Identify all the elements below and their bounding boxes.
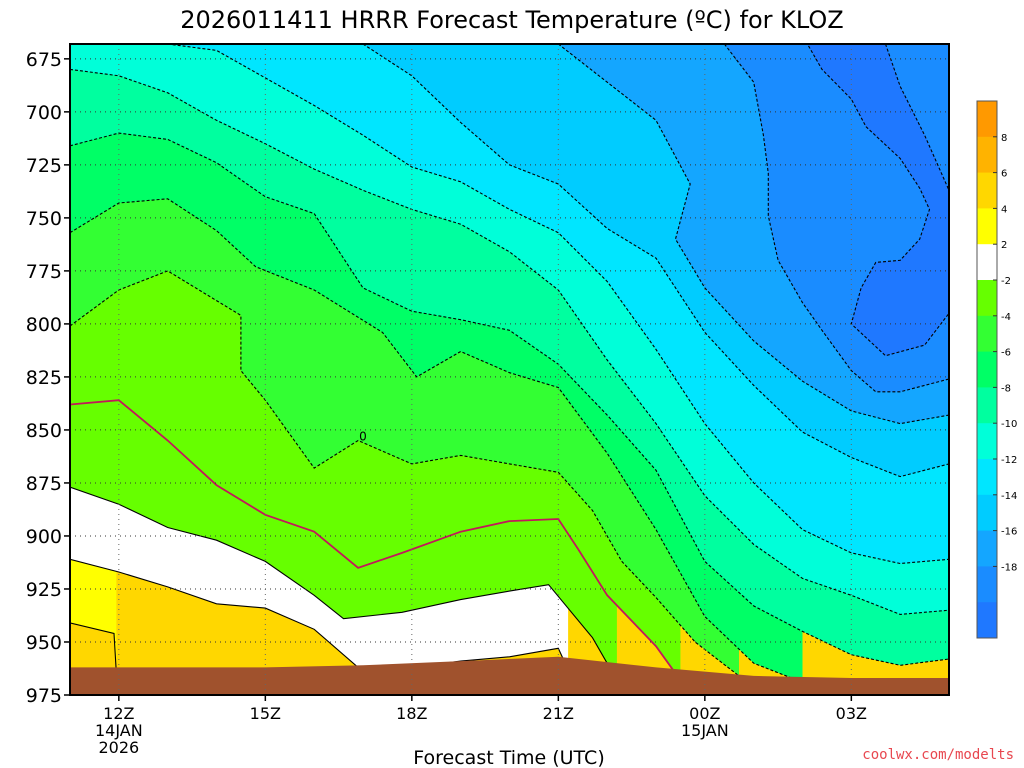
y-tick-label: 675 [26, 49, 62, 71]
isotherm-2 [70, 486, 618, 681]
x-tick-label: 03Z [836, 704, 867, 723]
colorbar-tick-label: -16 [1001, 527, 1017, 538]
x-tick-label: 21Z [543, 704, 574, 723]
plot-frame [69, 43, 950, 696]
y-axis: 675 700 725 750 775 800 825 850 875 900 925 950 975 [26, 49, 70, 707]
isotherm--14 [557, 44, 949, 425]
isotherm-6 [70, 622, 117, 674]
colorbar-tick-label: 6 [1001, 169, 1007, 180]
isotherm-0 [70, 399, 682, 681]
contour-label: 0 [359, 430, 367, 444]
colorbar-segment [977, 280, 997, 317]
y-tick-label: 700 [26, 102, 62, 124]
colorbar-tick-label: 2 [1001, 240, 1007, 251]
colorbar-tick-label: -10 [1001, 419, 1017, 430]
grid-lines [70, 44, 949, 695]
colorbar-tick-label: -8 [1001, 383, 1011, 394]
terrain-area [70, 656, 949, 695]
colorbar-segment [977, 351, 997, 388]
x-tick-label: 00Z [689, 704, 720, 723]
colorbar-segment [977, 530, 997, 567]
isotherm--4 [70, 198, 803, 683]
colorbar-segment [977, 172, 997, 209]
terrain-fill [70, 656, 949, 695]
colorbar-segment [977, 566, 997, 603]
y-tick-label: 800 [26, 314, 62, 336]
y-tick-label: 825 [26, 367, 62, 389]
colorbar-segment [977, 602, 997, 639]
band-fill--18 [807, 44, 949, 356]
colorbar: 8 6 4 2 -2 -4 -6 -8 -10 -12 -14 -16 -18 [976, 100, 1017, 639]
y-tick-label: 900 [26, 526, 62, 548]
x-tick-label: 14JAN [95, 721, 143, 740]
y-tick-label: 925 [26, 579, 62, 601]
y-tick-label: 725 [26, 155, 62, 177]
colorbar-tick-label: -12 [1001, 455, 1017, 466]
x-tick-label: 15Z [250, 704, 281, 723]
colorbar-frame [976, 100, 998, 639]
colorbar-tick-label: -2 [1001, 276, 1011, 287]
colorbar-tick-label: -18 [1001, 562, 1017, 573]
x-tick-label: 15JAN [681, 721, 729, 740]
colorbar-segment [977, 459, 997, 496]
colorbar-tick-label: -14 [1001, 491, 1017, 502]
isotherm--16 [723, 44, 949, 393]
isotherm--10 [167, 44, 949, 565]
isotherm--18 [806, 44, 949, 357]
colorbar-segment [977, 494, 997, 532]
colorbar-segment [977, 244, 997, 281]
colorbar-tick-label: 4 [1001, 204, 1007, 215]
y-tick-label: 850 [26, 420, 62, 442]
x-tick-label: 2026 [98, 738, 139, 757]
y-tick-label: 775 [26, 261, 62, 283]
y-tick-label: 750 [26, 208, 62, 230]
colorbar-segment [977, 208, 997, 245]
isotherm--12 [362, 44, 949, 478]
plot-area [70, 44, 949, 695]
isotherm--2 [70, 270, 740, 677]
x-axis-label: Forecast Time (UTC) [413, 747, 604, 768]
colorbar-segment [977, 315, 997, 353]
chart-title: 2026011411 HRRR Forecast Temperature (ºC… [180, 6, 844, 34]
colorbar-segment [977, 387, 997, 424]
y-tick-label: 975 [26, 685, 62, 707]
colorbar-tick-label: -4 [1001, 312, 1011, 323]
colorbar-segment [977, 423, 997, 460]
x-tick-label: 12Z [103, 704, 134, 723]
isotherm--8 [70, 68, 949, 615]
colorbar-tick-label: 8 [1001, 133, 1007, 144]
colorbar-segment [977, 101, 997, 138]
x-tick-label: 18Z [396, 704, 427, 723]
isotherm--6 [70, 132, 949, 666]
y-tick-label: 950 [26, 632, 62, 654]
colorbar-tick-label: -6 [1001, 348, 1011, 359]
colorbar-segment [977, 136, 997, 174]
watermark[interactable]: coolwx.com/modelts [862, 747, 1014, 763]
y-tick-label: 875 [26, 473, 62, 495]
